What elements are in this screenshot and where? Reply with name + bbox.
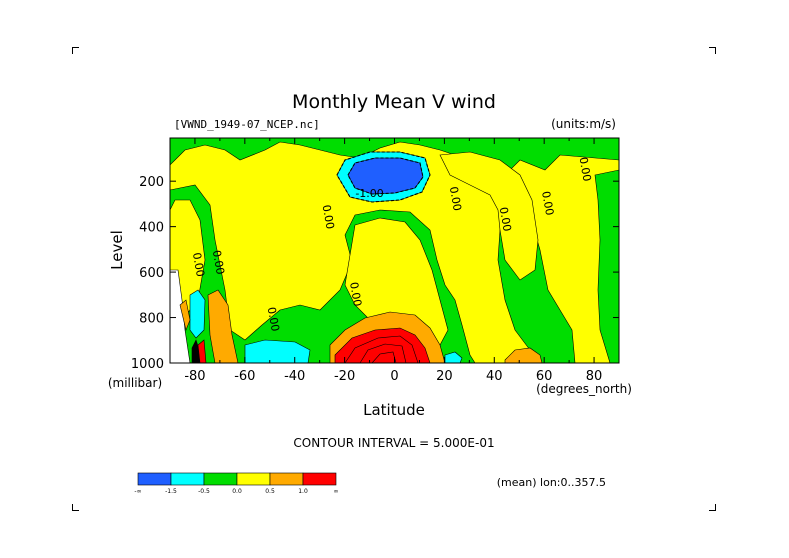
field-region	[444, 351, 463, 363]
field-region	[197, 339, 207, 363]
contour-label: 0.00	[497, 206, 514, 232]
contour-label: 0.00	[447, 186, 464, 212]
legend-swatch	[137, 472, 172, 486]
contour-label: 0.00	[210, 249, 227, 275]
plot-area	[170, 138, 619, 363]
contour-label: 0.00	[347, 281, 364, 307]
field-region	[439, 151, 539, 281]
field-region	[594, 169, 619, 363]
contour-label: 0.00	[190, 251, 207, 277]
x-tick-label: 60	[536, 369, 553, 384]
legend-label: 0.0	[232, 488, 242, 495]
legend-swatch	[170, 472, 205, 486]
chart-title: Monthly Mean V wind	[292, 91, 496, 113]
x-tick-label: 40	[486, 369, 503, 384]
x-unit-label: (degrees_north)	[536, 382, 632, 396]
legend-swatch	[203, 472, 238, 486]
legend-swatch	[302, 472, 337, 486]
x-tick-label: -40	[284, 369, 305, 384]
crop-mark	[72, 47, 79, 54]
contour-interval-label: CONTOUR INTERVAL = 5.000E-01	[293, 436, 494, 450]
contour-label: 0.00	[265, 306, 282, 332]
field-region	[189, 289, 206, 339]
color-legend: -∞ -1.5 -0.5 0.0 0.5 1.0 ∞	[134, 472, 339, 495]
legend-label: -∞	[134, 488, 141, 495]
y-tick-label: 200	[139, 175, 164, 190]
y-tick-label: 1000	[131, 357, 164, 372]
x-tick-label: 0	[390, 369, 398, 384]
x-axis-label: Latitude	[363, 401, 425, 419]
field-region	[336, 151, 431, 203]
axes: -80 -60 -40 -20 0 20 40 60 80 200 400 600 800 1000	[131, 138, 620, 384]
crop-mark	[709, 47, 716, 54]
field-region	[334, 327, 431, 363]
contour-label: -1.00	[355, 187, 383, 200]
legend-label: 0.5	[265, 488, 275, 495]
y-tick-label: 600	[139, 266, 164, 281]
y-tick-label: 800	[139, 312, 164, 327]
legend-label: 1.0	[298, 488, 308, 495]
legend-label: ∞	[334, 488, 339, 495]
region-label: (mean) lon:0..357.5	[497, 476, 606, 489]
x-tick-label: -20	[334, 369, 355, 384]
field-region	[170, 269, 191, 363]
field-region	[504, 347, 543, 363]
x-tick-label: -60	[234, 369, 255, 384]
crop-mark	[72, 504, 79, 511]
crop-mark	[709, 504, 716, 511]
units-label: (units:m/s)	[551, 117, 616, 131]
contour-labels: -1.000.00 0.000.000.000.000.000.000.000.0…	[190, 156, 594, 332]
field-region	[244, 339, 311, 363]
contour-label: 0.00	[577, 156, 594, 182]
x-tick-label: 80	[586, 369, 603, 384]
contour-label: 0.00	[539, 190, 556, 216]
legend-label: -1.5	[165, 488, 177, 495]
field-region	[207, 289, 239, 363]
legend-label: -0.5	[198, 488, 210, 495]
dataset-label: [VWND_1949-07_NCEP.nc]	[174, 118, 320, 131]
x-tick-label: 20	[436, 369, 453, 384]
contour-label: 0.00	[320, 204, 337, 230]
y-axis-label: Level	[108, 230, 126, 270]
y-tick-label: 400	[139, 221, 164, 236]
field-region	[179, 299, 191, 331]
legend-swatch	[236, 472, 271, 486]
x-tick-label: -80	[184, 369, 205, 384]
legend-swatch	[269, 472, 304, 486]
field-region	[347, 157, 424, 195]
y-unit-label: (millibar)	[108, 376, 162, 390]
